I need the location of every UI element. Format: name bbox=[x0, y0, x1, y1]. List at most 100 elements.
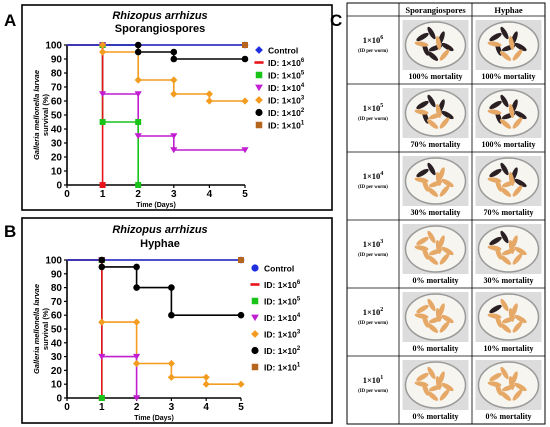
dead-larva bbox=[426, 51, 439, 61]
legend-marker bbox=[255, 96, 263, 104]
live-larva bbox=[416, 236, 429, 246]
legend-label: ID: 1×104 bbox=[264, 313, 301, 323]
legend-label: ID: 1×102 bbox=[268, 108, 305, 118]
data-point bbox=[133, 353, 141, 360]
y-tick-label: 30 bbox=[51, 139, 63, 150]
data-point bbox=[98, 395, 105, 401]
legend-marker bbox=[251, 330, 259, 338]
legend-label: ID: 1×106 bbox=[268, 58, 305, 68]
y-tick-label: 90 bbox=[51, 269, 63, 280]
x-tick-label: 4 bbox=[203, 402, 209, 413]
dose-label: 1×106 bbox=[363, 35, 384, 45]
data-point bbox=[170, 55, 178, 63]
live-larva bbox=[439, 321, 450, 333]
x-tick-label: 3 bbox=[169, 402, 175, 413]
x-tick-label: 0 bbox=[64, 402, 70, 413]
legend-label-exponent: 2 bbox=[297, 346, 301, 352]
x-tick-label: 2 bbox=[134, 402, 140, 413]
petri-dish bbox=[404, 21, 467, 69]
legend-label-exponent: 6 bbox=[301, 58, 305, 64]
legend-label-exponent: 4 bbox=[297, 313, 301, 319]
live-larva bbox=[514, 382, 527, 392]
data-point bbox=[167, 359, 175, 368]
data-point bbox=[133, 284, 140, 291]
sporangiospore-mortality: 0% mortality bbox=[413, 276, 459, 285]
dead-larva bbox=[489, 32, 502, 42]
x-axis-label: Time (Days) bbox=[136, 202, 176, 209]
hyphae-dish-photo bbox=[475, 88, 542, 138]
live-larva bbox=[508, 240, 515, 254]
dead-larva bbox=[441, 42, 454, 52]
data-point bbox=[135, 119, 142, 125]
petri-dish bbox=[404, 361, 467, 409]
dead-larva bbox=[489, 236, 502, 246]
y-tick-label: 60 bbox=[51, 311, 63, 322]
panel-b-title-form: Hyphae bbox=[140, 238, 180, 250]
legend-label: ID: 1×105 bbox=[264, 297, 301, 307]
legend-marker bbox=[251, 264, 259, 272]
live-larva bbox=[508, 308, 515, 322]
live-larva bbox=[435, 36, 442, 50]
legend-marker bbox=[255, 46, 263, 54]
x-tick-label: 2 bbox=[135, 189, 141, 200]
dose-sublabel: (ID per worm) bbox=[358, 321, 388, 326]
panel-b-title-species: Rhizopus arrhizus bbox=[112, 224, 207, 236]
live-larva bbox=[508, 172, 515, 186]
legend-label: ID: 1×103 bbox=[264, 330, 301, 340]
hyphae-mortality: 0% mortality bbox=[486, 412, 532, 421]
y-tick-label: 0 bbox=[56, 394, 62, 405]
data-point bbox=[170, 76, 178, 84]
dose-sublabel: (ID per worm) bbox=[358, 389, 388, 394]
legend-label: Control bbox=[268, 46, 298, 56]
live-larva bbox=[439, 389, 450, 401]
y-tick-label: 20 bbox=[51, 366, 63, 377]
live-larva bbox=[439, 117, 450, 129]
live-larva bbox=[426, 187, 439, 197]
dose-sublabel: (ID per worm) bbox=[358, 49, 388, 54]
live-larva bbox=[499, 391, 512, 401]
panel-letter-a: A bbox=[4, 11, 16, 30]
data-point bbox=[134, 91, 142, 98]
sporangiospore-dish-photo bbox=[402, 88, 469, 138]
data-point bbox=[98, 256, 106, 264]
sporangiospore-dish-photo bbox=[402, 292, 469, 342]
dead-larva bbox=[427, 94, 436, 108]
live-larva bbox=[441, 246, 454, 256]
dead-larva bbox=[489, 100, 502, 110]
data-point bbox=[241, 55, 249, 63]
panel-letter-c: C bbox=[330, 11, 342, 30]
live-larva bbox=[512, 117, 523, 129]
data-point bbox=[98, 353, 106, 360]
y-tick-label: 0 bbox=[56, 181, 62, 192]
y-tick-label: 70 bbox=[51, 297, 63, 308]
dead-larva bbox=[416, 32, 429, 42]
live-larva bbox=[441, 178, 454, 188]
legend-label-exponent: 5 bbox=[301, 71, 305, 77]
data-point bbox=[205, 97, 213, 105]
live-larva bbox=[500, 366, 509, 380]
dead-larva bbox=[514, 42, 527, 52]
data-point bbox=[134, 133, 142, 140]
dead-larva bbox=[500, 162, 509, 176]
y-axis-label: Galleria mellonella larvaesurvival (%) bbox=[32, 70, 50, 160]
legend-label: ID: 1×102 bbox=[264, 346, 301, 356]
data-point bbox=[237, 380, 245, 388]
petri-dish bbox=[477, 225, 540, 273]
dead-larva bbox=[427, 162, 436, 176]
live-larva bbox=[512, 185, 523, 197]
legend-marker bbox=[251, 346, 259, 355]
data-point bbox=[168, 311, 175, 319]
y-tick-label: 10 bbox=[51, 167, 63, 178]
y-tick-label: 50 bbox=[51, 325, 63, 336]
live-larva bbox=[427, 298, 436, 312]
live-larva bbox=[499, 323, 512, 333]
data-point bbox=[170, 133, 178, 140]
hyphae-dish-photo bbox=[475, 360, 542, 410]
live-larva bbox=[514, 314, 527, 324]
live-larva bbox=[512, 49, 523, 61]
hyphae-mortality: 10% mortality bbox=[484, 344, 534, 353]
legend-marker bbox=[255, 121, 263, 129]
legend-label-exponent: 2 bbox=[301, 108, 305, 114]
y-tick-label: 80 bbox=[51, 69, 63, 80]
